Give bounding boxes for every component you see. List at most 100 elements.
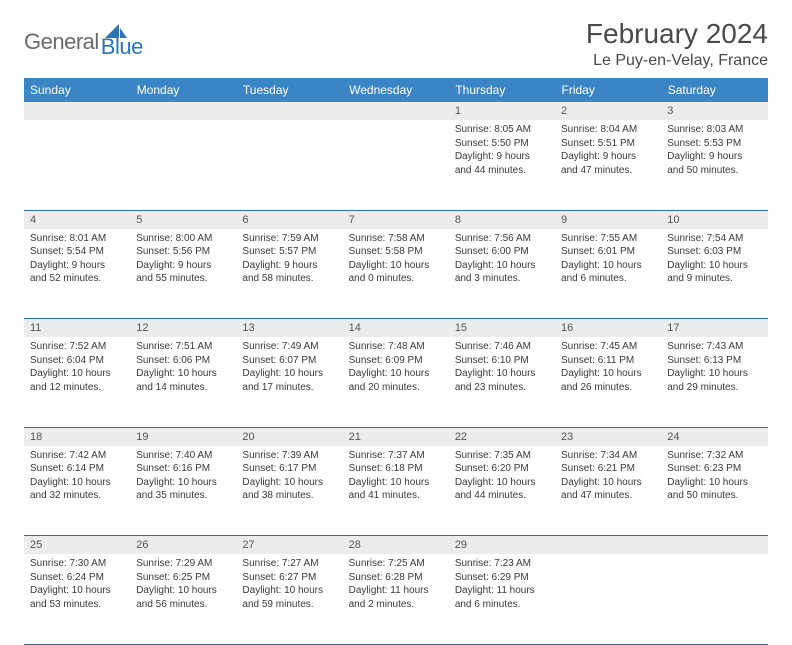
- day-cell: Sunrise: 7:55 AMSunset: 6:01 PMDaylight:…: [555, 229, 661, 319]
- day2-line: and 47 minutes.: [561, 164, 655, 178]
- day-number-cell: 7: [343, 210, 449, 229]
- day2-line: and 41 minutes.: [349, 489, 443, 503]
- week-row: Sunrise: 7:42 AMSunset: 6:14 PMDaylight:…: [24, 446, 768, 536]
- day2-line: and 56 minutes.: [136, 598, 230, 612]
- sunset-line: Sunset: 6:06 PM: [136, 354, 230, 368]
- day-number-cell: 5: [130, 210, 236, 229]
- day-cell: Sunrise: 7:39 AMSunset: 6:17 PMDaylight:…: [236, 446, 342, 536]
- day-number-cell: 2: [555, 102, 661, 120]
- sunset-line: Sunset: 6:16 PM: [136, 462, 230, 476]
- day2-line: and 29 minutes.: [667, 381, 761, 395]
- day-number-cell: 26: [130, 536, 236, 555]
- sunset-line: Sunset: 6:20 PM: [455, 462, 549, 476]
- day-number: 25: [30, 539, 42, 551]
- weekday-col: Tuesday: [236, 78, 342, 102]
- day1-line: Daylight: 11 hours: [349, 584, 443, 598]
- day2-line: and 0 minutes.: [349, 272, 443, 286]
- sunset-line: Sunset: 6:09 PM: [349, 354, 443, 368]
- day-content: Sunrise: 7:23 AMSunset: 6:29 PMDaylight:…: [449, 554, 555, 615]
- day-cell: Sunrise: 8:03 AMSunset: 5:53 PMDaylight:…: [661, 120, 767, 210]
- day-cell: Sunrise: 7:32 AMSunset: 6:23 PMDaylight:…: [661, 446, 767, 536]
- day-number: 8: [455, 214, 461, 226]
- sunset-line: Sunset: 6:04 PM: [30, 354, 124, 368]
- sunset-line: Sunset: 5:50 PM: [455, 137, 549, 151]
- day-number: 6: [242, 214, 248, 226]
- day1-line: Daylight: 10 hours: [30, 476, 124, 490]
- day-number: 4: [30, 214, 36, 226]
- day1-line: Daylight: 10 hours: [136, 584, 230, 598]
- day-content: Sunrise: 8:01 AMSunset: 5:54 PMDaylight:…: [24, 229, 130, 290]
- sunset-line: Sunset: 6:00 PM: [455, 245, 549, 259]
- day2-line: and 2 minutes.: [349, 598, 443, 612]
- day-number: 1: [455, 105, 461, 117]
- day2-line: and 9 minutes.: [667, 272, 761, 286]
- day2-line: and 32 minutes.: [30, 489, 124, 503]
- day-content: Sunrise: 8:04 AMSunset: 5:51 PMDaylight:…: [555, 120, 661, 181]
- sunrise-line: Sunrise: 7:49 AM: [242, 340, 336, 354]
- day-number: 15: [455, 322, 467, 334]
- day1-line: Daylight: 10 hours: [667, 367, 761, 381]
- day1-line: Daylight: 10 hours: [30, 367, 124, 381]
- sunrise-line: Sunrise: 7:56 AM: [455, 232, 549, 246]
- day-number-cell: 4: [24, 210, 130, 229]
- day-number: 20: [242, 431, 254, 443]
- day1-line: Daylight: 9 hours: [136, 259, 230, 273]
- day-number-cell: 18: [24, 427, 130, 446]
- weekday-header: Sunday Monday Tuesday Wednesday Thursday…: [24, 78, 768, 102]
- day2-line: and 38 minutes.: [242, 489, 336, 503]
- sunrise-line: Sunrise: 7:30 AM: [30, 557, 124, 571]
- sunrise-line: Sunrise: 8:04 AM: [561, 123, 655, 137]
- day-cell: Sunrise: 8:00 AMSunset: 5:56 PMDaylight:…: [130, 229, 236, 319]
- day-cell: [130, 120, 236, 210]
- day1-line: Daylight: 10 hours: [349, 367, 443, 381]
- day1-line: Daylight: 10 hours: [242, 367, 336, 381]
- sunrise-line: Sunrise: 7:39 AM: [242, 449, 336, 463]
- day-content: Sunrise: 8:05 AMSunset: 5:50 PMDaylight:…: [449, 120, 555, 181]
- day-number: 19: [136, 431, 148, 443]
- sunrise-line: Sunrise: 7:54 AM: [667, 232, 761, 246]
- day2-line: and 44 minutes.: [455, 164, 549, 178]
- day-cell: Sunrise: 7:52 AMSunset: 6:04 PMDaylight:…: [24, 337, 130, 427]
- sunrise-line: Sunrise: 7:52 AM: [30, 340, 124, 354]
- day-content: Sunrise: 7:37 AMSunset: 6:18 PMDaylight:…: [343, 446, 449, 507]
- day-number-cell: 25: [24, 536, 130, 555]
- sunset-line: Sunset: 5:56 PM: [136, 245, 230, 259]
- day2-line: and 35 minutes.: [136, 489, 230, 503]
- day-number-cell: 20: [236, 427, 342, 446]
- day-number: 10: [667, 214, 679, 226]
- weekday-col: Wednesday: [343, 78, 449, 102]
- day-cell: Sunrise: 7:49 AMSunset: 6:07 PMDaylight:…: [236, 337, 342, 427]
- day-cell: Sunrise: 7:34 AMSunset: 6:21 PMDaylight:…: [555, 446, 661, 536]
- day1-line: Daylight: 10 hours: [136, 367, 230, 381]
- day2-line: and 44 minutes.: [455, 489, 549, 503]
- day-content: Sunrise: 7:40 AMSunset: 6:16 PMDaylight:…: [130, 446, 236, 507]
- day-number: 23: [561, 431, 573, 443]
- day-cell: Sunrise: 7:29 AMSunset: 6:25 PMDaylight:…: [130, 554, 236, 644]
- day-content: Sunrise: 7:58 AMSunset: 5:58 PMDaylight:…: [343, 229, 449, 290]
- day-number-row: 2526272829: [24, 536, 768, 555]
- day-number: 12: [136, 322, 148, 334]
- day-number: 3: [667, 105, 673, 117]
- day-content: Sunrise: 7:59 AMSunset: 5:57 PMDaylight:…: [236, 229, 342, 290]
- day2-line: and 20 minutes.: [349, 381, 443, 395]
- day-number-cell: 17: [661, 319, 767, 338]
- title-block: February 2024 Le Puy-en-Velay, France: [586, 18, 768, 70]
- day-cell: Sunrise: 7:30 AMSunset: 6:24 PMDaylight:…: [24, 554, 130, 644]
- day2-line: and 26 minutes.: [561, 381, 655, 395]
- day-cell: Sunrise: 7:25 AMSunset: 6:28 PMDaylight:…: [343, 554, 449, 644]
- day-cell: Sunrise: 7:40 AMSunset: 6:16 PMDaylight:…: [130, 446, 236, 536]
- sunrise-line: Sunrise: 7:23 AM: [455, 557, 549, 571]
- day-number: 13: [242, 322, 254, 334]
- sunset-line: Sunset: 6:10 PM: [455, 354, 549, 368]
- day-number: 28: [349, 539, 361, 551]
- day-number-cell: 1: [449, 102, 555, 120]
- day-number-cell: 29: [449, 536, 555, 555]
- day2-line: and 50 minutes.: [667, 489, 761, 503]
- sunrise-line: Sunrise: 7:29 AM: [136, 557, 230, 571]
- sunrise-line: Sunrise: 7:35 AM: [455, 449, 549, 463]
- day-cell: Sunrise: 7:51 AMSunset: 6:06 PMDaylight:…: [130, 337, 236, 427]
- day-number-cell: 15: [449, 319, 555, 338]
- day-number-row: 11121314151617: [24, 319, 768, 338]
- day-content: Sunrise: 8:03 AMSunset: 5:53 PMDaylight:…: [661, 120, 767, 181]
- sunset-line: Sunset: 6:03 PM: [667, 245, 761, 259]
